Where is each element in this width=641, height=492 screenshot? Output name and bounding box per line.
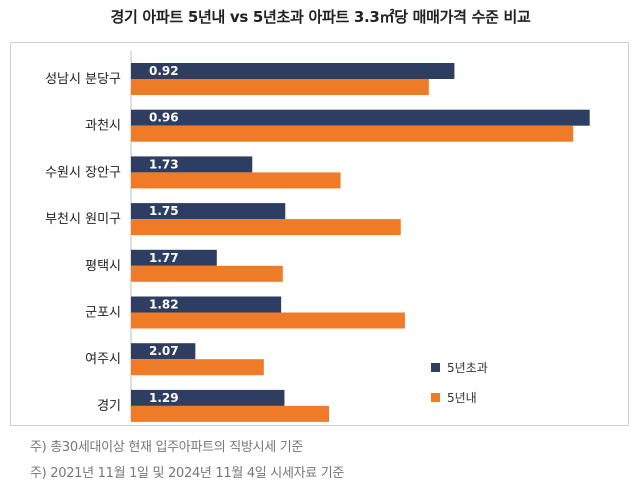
bar-within5 [131,359,264,376]
bar-over5 [131,109,590,126]
category-label: 과천시 [85,119,121,134]
ratio-label: 0.92 [149,64,179,78]
bar-over5 [131,156,253,173]
legend-label: 5년내 [447,391,477,405]
bar-over5 [131,203,286,220]
bar-over5 [131,63,455,79]
bar-over5 [131,389,285,406]
bar-within5 [131,405,329,422]
chart-frame: 성남시 분당구 0.92 과천시 0.96 수원시 장안구 1.73 부천시 원미구 1.75… [10,42,629,426]
category-label: 성남시 분당구 [45,72,121,87]
category-label: 수원시 장안구 [45,165,121,180]
legend-swatch [431,393,440,402]
bar-within5 [131,172,341,189]
chart-title: 경기 아파트 5년내 vs 5년초과 아파트 3.3㎡당 매매가격 수준 비교 [110,8,531,26]
bar-over5 [131,343,196,360]
bar-over5 [131,249,217,266]
bar-within5 [131,219,401,236]
bar-within5 [131,265,283,282]
ratio-label: 1.73 [149,157,179,171]
category-label: 평택시 [85,259,121,274]
bar-over5 [131,296,282,313]
bar-within5 [131,79,429,95]
category-label: 여주시 [85,352,121,367]
category-label: 군포시 [85,306,121,321]
bar-chart: 성남시 분당구 0.92 과천시 0.96 수원시 장안구 1.73 부천시 원미구 1.75… [45,51,590,422]
category-label: 부천시 원미구 [45,212,121,227]
ratio-label: 1.82 [149,298,179,312]
footnote-1: 주) 총30세대이상 현재 입주아파트의 직방시세 기준 [30,440,304,455]
bar-within5 [131,125,574,142]
legend-swatch [431,363,440,372]
footnote-2: 주) 2021년 11월 1일 및 2024년 11월 4일 시세자료 기준 [30,466,345,481]
ratio-label: 0.96 [149,111,179,125]
legend-label: 5년초과 [447,361,488,375]
ratio-label: 1.29 [149,391,179,405]
ratio-label: 1.77 [149,251,179,265]
ratio-label: 2.07 [149,344,179,358]
ratio-label: 1.75 [149,204,179,218]
bar-within5 [131,312,405,329]
category-label: 경기 [97,399,121,414]
